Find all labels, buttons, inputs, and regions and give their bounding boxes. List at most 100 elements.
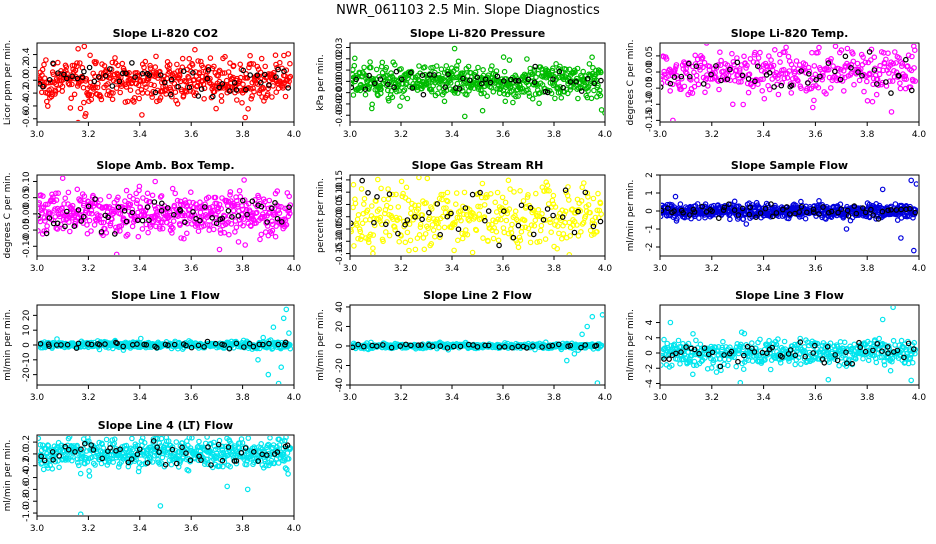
data-point xyxy=(259,232,263,236)
data-point xyxy=(454,202,458,206)
data-point xyxy=(599,212,603,216)
data-point xyxy=(842,89,846,93)
chart-title: Slope Line 2 Flow xyxy=(423,289,532,302)
data-point xyxy=(219,99,223,103)
data-point xyxy=(113,56,117,60)
y-tick-label: 0.15 xyxy=(335,170,345,190)
data-point xyxy=(678,202,682,206)
y-tick-label: 0.4 xyxy=(22,47,32,62)
data-point xyxy=(560,237,564,241)
data-point xyxy=(114,86,118,90)
data-point xyxy=(812,64,816,68)
data-point xyxy=(143,59,147,63)
data-point xyxy=(533,218,537,222)
x-tick-label: 3.6 xyxy=(808,130,823,140)
y-axis-label: kPa per min. xyxy=(316,54,326,110)
outlier-point xyxy=(480,109,484,113)
x-tick-label: 3.2 xyxy=(81,130,95,140)
data-point xyxy=(543,237,547,241)
y-tick-label: -10 xyxy=(22,352,32,367)
data-point xyxy=(153,65,157,69)
data-point xyxy=(717,87,721,91)
data-point xyxy=(243,243,247,247)
data-point xyxy=(185,231,189,235)
y-tick-label: 0 xyxy=(22,342,32,348)
data-point xyxy=(78,106,82,110)
data-point xyxy=(532,224,536,228)
x-tick-label: 4.0 xyxy=(598,130,613,140)
x-tick-label: 3.2 xyxy=(394,130,408,140)
data-point xyxy=(363,93,367,97)
outlier-point xyxy=(572,352,576,356)
x-tick-label: 3.0 xyxy=(30,393,45,403)
data-point xyxy=(69,96,73,100)
data-point xyxy=(375,67,379,71)
y-tick-label: 20 xyxy=(22,309,32,321)
data-point xyxy=(282,53,286,57)
data-point xyxy=(187,57,191,61)
data-point xyxy=(237,189,241,193)
data-point xyxy=(512,190,516,194)
data-point xyxy=(733,199,737,203)
x-tick-label: 3.0 xyxy=(343,264,358,274)
x-tick-label: 3.8 xyxy=(547,130,562,140)
data-point xyxy=(442,225,446,229)
data-point xyxy=(511,100,515,104)
overlay-point xyxy=(456,227,460,231)
overlay-point xyxy=(497,243,501,247)
overlay-point xyxy=(366,191,370,195)
x-tick-label: 3.2 xyxy=(705,264,719,274)
data-point xyxy=(514,209,518,213)
data-point xyxy=(676,338,680,342)
data-point xyxy=(283,94,287,98)
data-point xyxy=(697,216,701,220)
data-point xyxy=(778,60,782,64)
data-point xyxy=(43,76,47,80)
y-tick-label: 0.05 xyxy=(645,46,655,66)
data-point xyxy=(698,342,702,346)
x-tick-label: 4.0 xyxy=(598,264,613,274)
overlay-point xyxy=(87,65,91,69)
data-point xyxy=(799,362,803,366)
data-point xyxy=(576,96,580,100)
data-point xyxy=(539,228,543,232)
data-point xyxy=(817,199,821,203)
y-tick-label: -20 xyxy=(335,358,345,373)
chart-panel: Slope Amb. Box Temp.degrees C per min.-0… xyxy=(3,159,301,274)
data-point xyxy=(857,78,861,82)
outlier-point xyxy=(899,236,903,240)
overlay-point xyxy=(226,209,230,213)
data-point xyxy=(238,62,242,66)
data-point xyxy=(227,233,231,237)
data-point xyxy=(596,191,600,195)
data-point xyxy=(214,106,218,110)
data-point xyxy=(579,230,583,234)
data-point xyxy=(407,248,411,252)
outlier-point xyxy=(914,182,918,186)
data-point xyxy=(721,340,725,344)
data-point xyxy=(551,193,555,197)
data-point xyxy=(719,58,723,62)
y-tick-label: -40 xyxy=(335,377,345,392)
data-point xyxy=(388,205,392,209)
data-point xyxy=(506,178,510,182)
data-point xyxy=(376,177,380,181)
x-tick-label: 3.4 xyxy=(133,264,148,274)
data-point xyxy=(786,54,790,58)
data-point xyxy=(485,94,489,98)
data-points xyxy=(659,178,919,253)
data-point xyxy=(760,89,764,93)
data-point xyxy=(462,190,466,194)
data-point xyxy=(476,65,480,69)
data-point xyxy=(696,82,700,86)
data-point xyxy=(250,94,254,98)
overlay-point xyxy=(470,192,474,196)
overlay-point xyxy=(286,86,290,90)
overlay-point xyxy=(599,78,603,82)
data-point xyxy=(368,60,372,64)
chart-title: Slope Li-820 CO2 xyxy=(113,27,219,40)
data-point xyxy=(480,181,484,185)
y-axis-label: Licor ppm per min. xyxy=(3,40,13,125)
